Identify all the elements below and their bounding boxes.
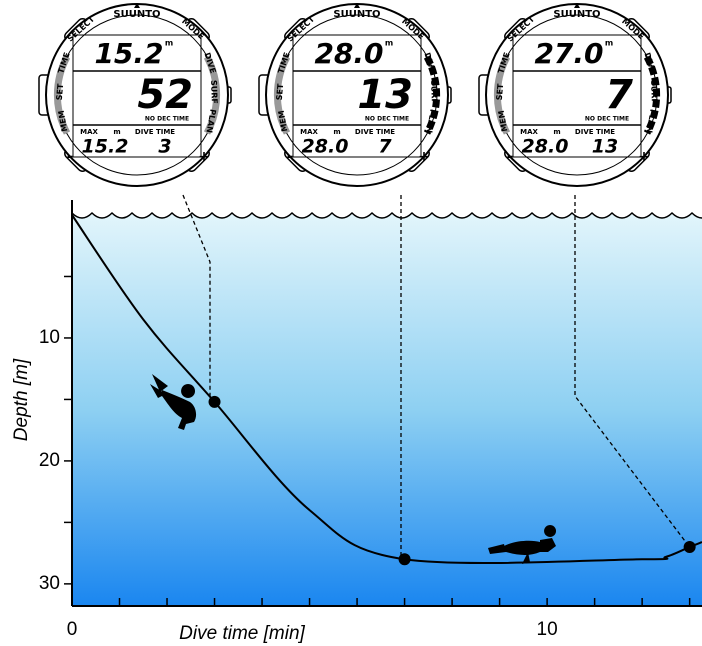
watch-arc [423, 55, 441, 135]
profile-point [398, 553, 411, 566]
arrow [134, 3, 140, 8]
depth: 28.0 [314, 37, 383, 70]
leader-line [574, 195, 689, 546]
y-tick-label: 10 [39, 327, 60, 348]
profile-point [683, 540, 696, 553]
lcd-label: m [113, 128, 120, 136]
button-label: - [67, 147, 74, 166]
water-area [72, 213, 702, 606]
dive-profile [71, 214, 702, 564]
lcd-label: NO DEC TIME [145, 116, 189, 123]
unit-label: m [385, 39, 393, 48]
ring-label: PLAN [204, 108, 217, 133]
ring-label: SURF [429, 80, 439, 104]
lcd-label: MAX [300, 128, 318, 136]
lcd [292, 34, 422, 158]
button-label: - [507, 147, 514, 166]
watch-arc [273, 55, 291, 135]
button-label: + [638, 149, 650, 165]
plot: 0 10 10 20 30 Dive time [min] Depth [m] [11, 194, 702, 644]
ring-label: SURF [649, 80, 659, 104]
depth: 15.2 [94, 37, 163, 70]
brand: SUUNTO [553, 9, 600, 20]
depth: 27.0 [534, 37, 603, 70]
arrow [574, 3, 580, 8]
ring-label: MEM [57, 110, 70, 133]
ring-label: SET [275, 83, 285, 101]
ring-label: SET [55, 83, 65, 101]
lcd [512, 34, 642, 158]
no-dec-time: 7 [605, 72, 633, 118]
lcd-label: DIVE TIME [575, 128, 615, 136]
lcd-label: m [333, 128, 340, 136]
max-depth: 28.0 [522, 136, 569, 158]
x-tick-label: 0 [67, 619, 78, 640]
diver [150, 374, 197, 430]
y-tick-label: 30 [39, 573, 60, 594]
max-depth: 15.2 [82, 136, 129, 158]
arrow [354, 3, 360, 8]
dive-time: 3 [158, 136, 171, 158]
profile-point [208, 395, 221, 408]
unit-label: m [605, 39, 613, 48]
lcd-label: DIVE TIME [135, 128, 175, 136]
button-label: + [198, 149, 210, 165]
brand: SUUNTO [333, 9, 380, 20]
ring-label: MEM [277, 110, 290, 133]
lcd [72, 34, 202, 158]
lcd-label: MAX [520, 128, 538, 136]
dive-time: 7 [378, 136, 392, 158]
ring-label: MEM [497, 110, 510, 133]
water-surface [71, 211, 702, 219]
dive-time: 13 [592, 136, 618, 158]
brand: SUUNTO [113, 9, 160, 20]
no-dec-time: 13 [357, 72, 413, 118]
diver [488, 525, 557, 564]
ring-label: SURF [209, 80, 219, 104]
y-tick-label: 20 [39, 450, 60, 471]
watch-arc [493, 55, 511, 135]
ring-label: SET [495, 83, 505, 101]
max-depth: 28.0 [302, 136, 349, 158]
button-label: - [287, 147, 294, 166]
button-label: + [418, 149, 430, 165]
no-dec-time: 52 [137, 72, 193, 118]
watch-arc [53, 55, 71, 135]
lcd-label: MAX [80, 128, 98, 136]
water [71, 211, 702, 606]
ring-label: PLAN [644, 108, 657, 133]
lcd-label: m [553, 128, 560, 136]
unit-label: m [165, 39, 173, 48]
lcd-label: NO DEC TIME [365, 116, 409, 123]
x-tick-label: 10 [537, 619, 558, 640]
leader-line [182, 194, 211, 405]
lcd-label: DIVE TIME [355, 128, 395, 136]
lcd-label: NO DEC TIME [585, 116, 629, 123]
y-axis-label: Depth [m] [11, 358, 32, 441]
watch-arc [203, 55, 221, 135]
watch-arc [643, 55, 661, 135]
x-axis-label: Dive time [min] [179, 623, 305, 644]
ring-label: PLAN [424, 108, 437, 133]
